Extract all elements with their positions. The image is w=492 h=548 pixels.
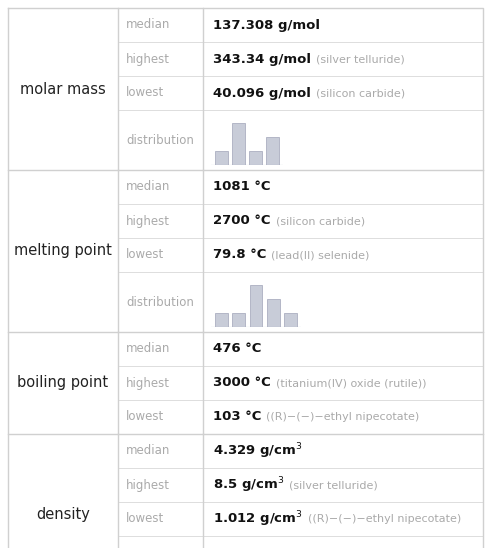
Text: 137.308 g/mol: 137.308 g/mol: [213, 19, 320, 31]
Text: distribution: distribution: [126, 295, 194, 309]
Text: 40.096 g/mol: 40.096 g/mol: [213, 87, 311, 100]
Bar: [267, 299, 280, 327]
Text: median: median: [126, 19, 170, 31]
Text: 3000 °C: 3000 °C: [213, 376, 271, 390]
Text: 1.012 g/cm$^3$: 1.012 g/cm$^3$: [213, 509, 303, 529]
Text: (lead(II) selenide): (lead(II) selenide): [272, 250, 370, 260]
Text: 1081 °C: 1081 °C: [213, 180, 271, 193]
Text: 8.5 g/cm$^3$: 8.5 g/cm$^3$: [213, 475, 284, 495]
Bar: [284, 313, 297, 327]
Text: (titanium(IV) oxide (rutile)): (titanium(IV) oxide (rutile)): [276, 378, 426, 388]
Text: 103 °C: 103 °C: [213, 410, 261, 424]
Text: (silver telluride): (silver telluride): [316, 54, 405, 64]
Bar: [232, 123, 245, 165]
Text: molar mass: molar mass: [20, 82, 106, 96]
Text: (silicon carbide): (silicon carbide): [316, 88, 405, 98]
Bar: [266, 137, 279, 165]
Text: lowest: lowest: [126, 512, 164, 526]
Text: highest: highest: [126, 53, 170, 66]
Text: median: median: [126, 444, 170, 458]
Text: boiling point: boiling point: [17, 375, 109, 391]
Text: lowest: lowest: [126, 410, 164, 424]
Text: (silver telluride): (silver telluride): [289, 480, 378, 490]
Text: density: density: [36, 507, 90, 522]
Text: ((R)−(−)−ethyl nipecotate): ((R)−(−)−ethyl nipecotate): [266, 412, 420, 422]
Text: lowest: lowest: [126, 87, 164, 100]
Text: 476 °C: 476 °C: [213, 342, 261, 356]
Text: lowest: lowest: [126, 248, 164, 261]
Text: 79.8 °C: 79.8 °C: [213, 248, 266, 261]
Text: 4.329 g/cm$^3$: 4.329 g/cm$^3$: [213, 441, 303, 461]
Bar: [232, 313, 245, 327]
Text: (silicon carbide): (silicon carbide): [276, 216, 365, 226]
Bar: [215, 313, 228, 327]
Text: melting point: melting point: [14, 243, 112, 259]
Text: highest: highest: [126, 478, 170, 492]
Text: ((R)−(−)−ethyl nipecotate): ((R)−(−)−ethyl nipecotate): [308, 514, 461, 524]
Bar: [215, 151, 228, 165]
Text: distribution: distribution: [126, 134, 194, 146]
Text: highest: highest: [126, 376, 170, 390]
Text: highest: highest: [126, 214, 170, 227]
Text: median: median: [126, 342, 170, 356]
Text: median: median: [126, 180, 170, 193]
Text: 2700 °C: 2700 °C: [213, 214, 271, 227]
Text: 343.34 g/mol: 343.34 g/mol: [213, 53, 311, 66]
Bar: [249, 286, 263, 327]
Bar: [249, 151, 262, 165]
